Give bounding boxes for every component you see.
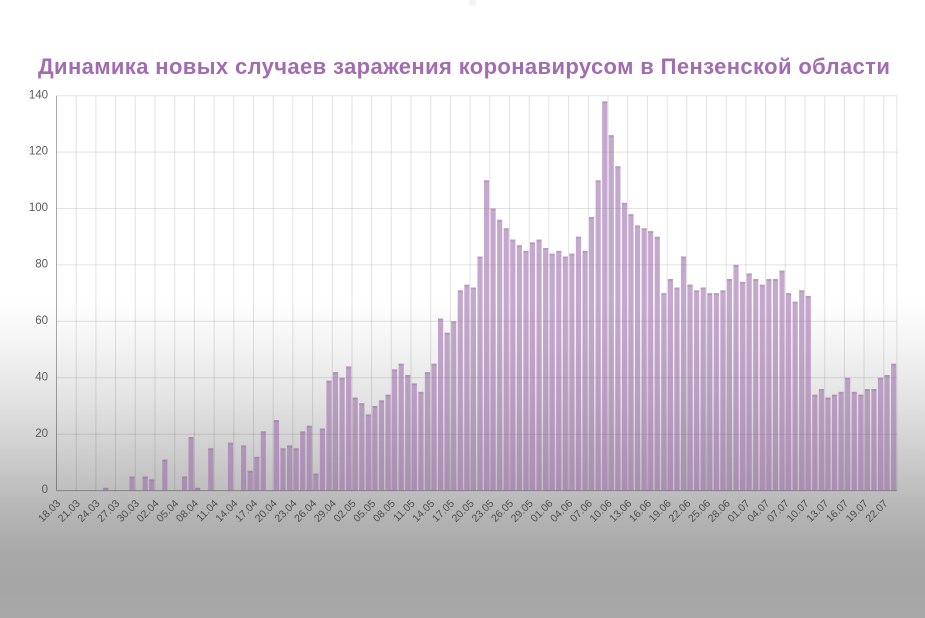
svg-text:0: 0 (42, 484, 48, 496)
svg-text:100: 100 (29, 202, 48, 214)
svg-text:120: 120 (29, 146, 48, 158)
svg-text:08.04: 08.04 (174, 498, 201, 525)
svg-text:80: 80 (35, 259, 48, 271)
svg-text:40: 40 (35, 371, 48, 383)
svg-text:08.05: 08.05 (371, 498, 398, 525)
svg-text:140: 140 (29, 89, 48, 101)
svg-text:60: 60 (35, 315, 48, 327)
svg-text:20: 20 (35, 428, 48, 440)
svg-text:22.07: 22.07 (863, 498, 890, 525)
